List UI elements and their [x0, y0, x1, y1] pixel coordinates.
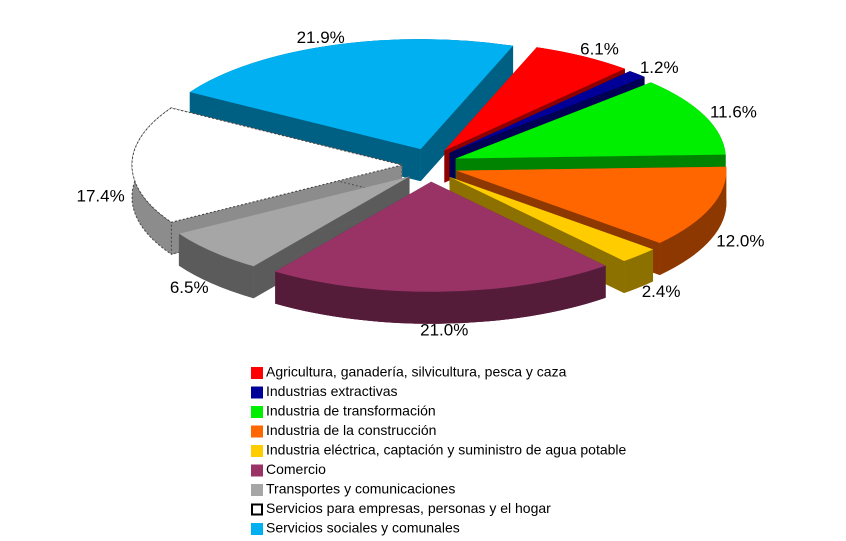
slice-shade [659, 166, 727, 275]
slice [455, 82, 726, 159]
data-label: 1.2% [640, 58, 679, 77]
slice-side [624, 249, 654, 293]
slice [275, 181, 606, 292]
data-label: 12.0% [716, 231, 764, 250]
legend-swatch [251, 367, 263, 379]
legend-swatch [251, 386, 263, 399]
slice-shade [275, 265, 606, 324]
legend-swatch [251, 445, 263, 457]
slice [131, 107, 403, 223]
slice-side [178, 233, 254, 299]
legend-label: Comercio [266, 461, 326, 477]
data-label: 6.1% [580, 39, 619, 58]
legend-label: Servicios sociales y comunales [266, 520, 460, 536]
legend-label: Agricultura, ganadería, silvicultura, pe… [266, 364, 567, 380]
slice [189, 39, 514, 150]
slice-side [659, 166, 727, 275]
slice [456, 166, 727, 243]
legend-label: Transportes y comunicaciones [266, 481, 455, 497]
data-label: 11.6% [710, 102, 757, 121]
slice [444, 47, 625, 151]
data-label: 6.5% [170, 278, 209, 297]
legend-label: Industria de la construcción [266, 422, 436, 438]
slice [449, 71, 645, 153]
legend-label: Industria de transformación [266, 403, 436, 419]
slice-shade [624, 249, 654, 293]
slice-shade [178, 233, 254, 299]
data-label: 2.4% [642, 282, 681, 301]
legend-swatch [251, 464, 263, 477]
slice [178, 176, 410, 267]
data-label: 17.4% [76, 187, 124, 206]
legend-swatch [251, 484, 263, 496]
legend-swatch [251, 503, 263, 516]
legend-swatch [251, 425, 263, 438]
data-label: 21.9% [297, 28, 345, 47]
slice-side [275, 265, 606, 324]
legend-swatch [251, 523, 263, 535]
legend-swatch [251, 406, 263, 418]
slice-shade [420, 45, 514, 182]
legend-label: Industrias extractivas [266, 383, 398, 399]
slice-side [420, 45, 514, 182]
data-label: 21.0% [420, 321, 468, 340]
legend-label: Servicios para empresas, personas y el h… [266, 500, 551, 516]
legend-label: Industria eléctrica, captación y suminis… [266, 442, 627, 458]
slice [449, 176, 654, 261]
